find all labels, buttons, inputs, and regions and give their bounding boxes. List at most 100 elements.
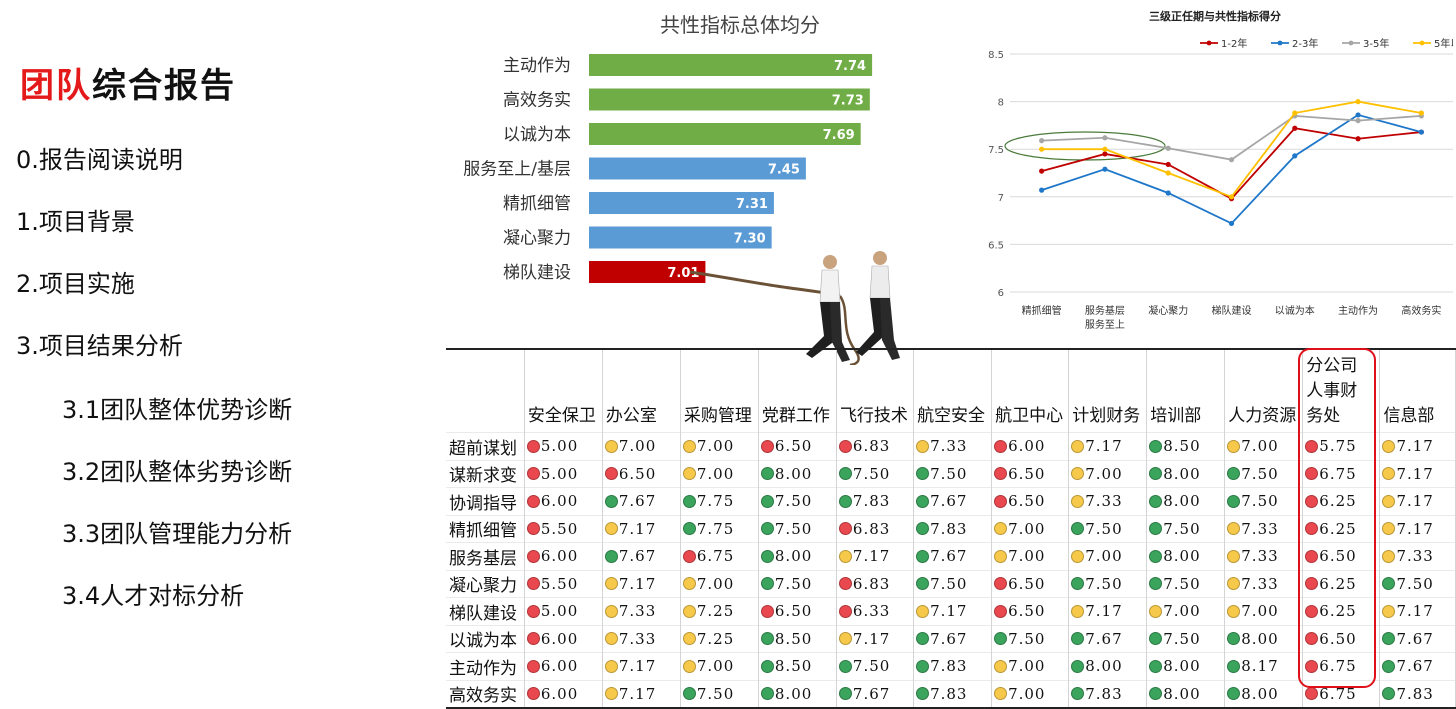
score-cell: 7.83: [913, 679, 993, 709]
score-value: 7.00: [1085, 464, 1123, 483]
status-dot-icon: [838, 659, 852, 673]
score-value: 7.67: [618, 492, 657, 511]
outline-item[interactable]: 1.项目背景: [16, 208, 135, 236]
score-value: 6.25: [1319, 602, 1357, 621]
score-cell: 7.83: [913, 652, 993, 680]
bar-category-label: 精抓细管: [503, 194, 571, 214]
score-value: 8.17: [1241, 657, 1279, 676]
score-value: 7.83: [930, 657, 968, 676]
x-tick-label: 高效务实: [1401, 304, 1441, 317]
score-cell: 7.00: [602, 432, 681, 460]
score-cell: 7.17: [836, 624, 915, 653]
bar-value-label: 7.45: [768, 163, 800, 178]
score-value: 7.17: [618, 519, 657, 538]
status-dot-icon: [1071, 549, 1085, 563]
status-dot-icon: [526, 632, 540, 646]
score-value: 7.50: [1085, 574, 1123, 593]
status-dot-icon: [1305, 439, 1319, 453]
score-value: 7.50: [1085, 519, 1123, 538]
score-cell: 7.17: [1379, 459, 1456, 488]
score-cell: 5.00: [524, 432, 603, 460]
table-row: 凝心聚力 5.50 7.17 7.00 7.50 6.83 7.50 6.50 7.50 7.50…: [446, 569, 1456, 598]
status-dot-icon: [526, 577, 540, 591]
score-value: 7.67: [930, 547, 968, 566]
score-value: 6.00: [540, 657, 579, 676]
score-value: 7.50: [774, 574, 813, 593]
status-dot-icon: [682, 439, 696, 453]
score-value: 6.50: [1008, 492, 1046, 511]
score-cell: 6.00: [524, 542, 603, 570]
score-value: 7.83: [930, 519, 968, 538]
score-cell: 7.17: [1379, 487, 1456, 515]
score-cell: 7.50: [913, 459, 993, 488]
outline-item[interactable]: 3.2团队整体劣势诊断: [62, 458, 293, 486]
score-value: 7.83: [852, 492, 891, 511]
score-cell: 7.00: [1224, 597, 1304, 625]
outline-item[interactable]: 3.4人才对标分析: [62, 582, 245, 610]
status-dot-icon: [916, 467, 930, 481]
status-dot-icon: [1382, 577, 1396, 591]
outline-item[interactable]: 0.报告阅读说明: [16, 146, 183, 174]
score-value: 7.17: [1396, 602, 1434, 621]
series-point: [1418, 129, 1424, 135]
status-dot-icon: [1149, 467, 1163, 481]
series-point: [1102, 135, 1108, 141]
score-cell: 8.00: [1146, 652, 1226, 680]
score-cell: 6.50: [991, 597, 1070, 625]
score-cell: 8.00: [1146, 542, 1226, 570]
bar-category-label: 梯队建设: [503, 263, 571, 283]
bar-category-label: 主动作为: [503, 56, 571, 76]
score-value: 7.17: [930, 602, 968, 621]
legend-marker: [1348, 40, 1354, 46]
score-cell: 8.00: [758, 679, 837, 709]
bar-value-label: 7.01: [667, 266, 699, 281]
series-point: [1102, 166, 1108, 172]
score-cell: 8.50: [758, 624, 837, 653]
score-value: 6.00: [540, 629, 579, 648]
score-cell: 7.00: [991, 514, 1070, 543]
score-value: 7.50: [930, 574, 968, 593]
score-value: 7.00: [1241, 437, 1279, 456]
outline-item[interactable]: 2.项目实施: [16, 270, 135, 298]
score-cell: 6.50: [1302, 542, 1381, 570]
y-tick-label: 7: [998, 193, 1004, 204]
status-dot-icon: [838, 439, 852, 453]
score-value: 7.50: [1163, 574, 1201, 593]
score-value: 8.00: [1163, 492, 1201, 511]
bar: [589, 261, 706, 283]
outline-item[interactable]: 3.3团队管理能力分析: [62, 520, 293, 548]
score-value: 7.17: [618, 574, 657, 593]
score-value: 7.50: [774, 492, 813, 511]
score-value: 8.00: [1241, 629, 1279, 648]
score-cell: 7.00: [991, 542, 1070, 570]
status-dot-icon: [1382, 439, 1396, 453]
status-dot-icon: [916, 604, 930, 618]
status-dot-icon: [682, 522, 696, 536]
status-dot-icon: [1227, 604, 1241, 618]
bar: [589, 192, 774, 214]
outline-item[interactable]: 3.1团队整体优势诊断: [62, 396, 293, 424]
score-value: 6.75: [1319, 464, 1357, 483]
status-dot-icon: [1149, 494, 1163, 508]
status-dot-icon: [1305, 467, 1319, 481]
score-cell: 7.50: [836, 459, 915, 488]
row-label: 凝心聚力: [446, 569, 525, 598]
bar: [589, 123, 861, 145]
score-cell: 7.50: [758, 569, 837, 598]
bar-category-label: 以诚为本: [503, 125, 571, 145]
score-value: 7.50: [1163, 629, 1201, 648]
score-value: 7.00: [696, 574, 735, 593]
bar-value-label: 7.69: [823, 128, 855, 143]
outline-item[interactable]: 3.项目结果分析: [16, 332, 183, 360]
bar-category-label: 服务至上/基层: [463, 160, 571, 180]
score-cell: 6.25: [1302, 514, 1381, 543]
status-dot-icon: [994, 659, 1008, 673]
series-point: [1165, 145, 1171, 151]
score-value: 7.17: [1396, 492, 1434, 511]
score-value: 6.25: [1319, 519, 1357, 538]
status-dot-icon: [1227, 439, 1241, 453]
score-cell: 8.00: [758, 459, 837, 488]
bar-category-label: 高效务实: [503, 91, 571, 111]
series-point: [1165, 190, 1171, 196]
status-dot-icon: [526, 549, 540, 563]
